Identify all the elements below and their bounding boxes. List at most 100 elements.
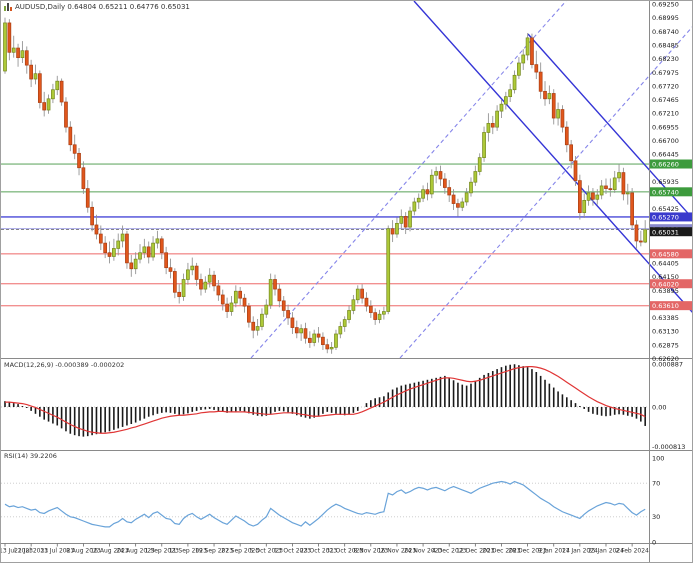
candle-bullish xyxy=(599,185,604,196)
price-axis-label: 0.66700 xyxy=(652,137,679,145)
date-label: 8 Nov 2023 xyxy=(354,548,389,555)
trendline-solid xyxy=(413,1,692,313)
price-level-badge xyxy=(650,249,692,259)
price-level-badge-text: 0.64580 xyxy=(652,250,679,258)
candle-bearish xyxy=(604,185,608,189)
macd-axis-label: 0.00 xyxy=(652,403,666,411)
date-label: 27 Sep 2023 xyxy=(221,548,259,555)
candle-bearish xyxy=(85,188,90,208)
candle-bearish xyxy=(290,317,295,328)
candle-bearish xyxy=(281,300,286,311)
candle-bullish xyxy=(351,299,356,311)
chart-title-bar: AUDUSD,Daily 0.64804 0.65211 0.64776 0.6… xyxy=(4,3,190,11)
candle-bullish xyxy=(617,172,621,179)
date-label: 11 Sep 2023 xyxy=(169,548,207,555)
rsi-axis-label: 70 xyxy=(652,480,660,488)
candle-bearish xyxy=(16,47,20,59)
candle-bearish xyxy=(373,312,378,320)
candle-bearish xyxy=(247,305,251,323)
macd-signal-line xyxy=(5,366,646,434)
price-axis-label: 0.64405 xyxy=(652,260,679,268)
candle-bearish xyxy=(403,216,408,228)
candle-bearish xyxy=(630,192,634,226)
candle-bullish xyxy=(186,269,190,280)
candle-bearish xyxy=(543,90,547,100)
date-label: 28 Dec 2023 xyxy=(508,548,547,555)
price-axis-label: 0.65425 xyxy=(652,205,679,213)
candle-bullish xyxy=(207,274,212,283)
date-label: 23 Oct 2023 xyxy=(300,548,337,555)
candle-bullish xyxy=(512,74,517,91)
price-level-badge-text: 0.66260 xyxy=(652,161,679,169)
candle-bearish xyxy=(220,294,225,305)
price-level-badge xyxy=(650,279,692,289)
candle-bullish xyxy=(46,98,51,111)
candle-bearish xyxy=(321,336,325,346)
date-label: 31 Oct 2023 xyxy=(326,548,363,555)
price-axis-label: 0.62875 xyxy=(652,341,679,349)
candle-bearish xyxy=(72,144,77,154)
candle-bullish xyxy=(643,229,648,243)
price-level-badge xyxy=(650,301,692,311)
candle-bullish xyxy=(625,192,630,195)
candle-bullish xyxy=(517,62,521,76)
candle-bullish xyxy=(582,200,587,214)
price-level-badge xyxy=(650,187,692,197)
candle-bearish xyxy=(125,233,129,264)
candle-bullish xyxy=(20,50,25,59)
current-price-badge-text: 0.65031 xyxy=(652,228,679,236)
candle-bearish xyxy=(443,178,447,188)
candle-bullish xyxy=(142,246,147,254)
candle-bearish xyxy=(591,192,595,200)
price-axis-label: 0.68230 xyxy=(652,55,679,63)
candle-bullish xyxy=(495,110,499,128)
candle-bullish xyxy=(521,54,526,64)
price-axis-label: 0.66955 xyxy=(652,123,679,131)
price-level-badge-text: 0.65270 xyxy=(652,214,679,222)
candle-bullish xyxy=(138,252,142,260)
date-label: 2 Feb 2024 xyxy=(615,548,649,555)
date-label: 1 Sep 2023 xyxy=(145,548,179,555)
candle-bearish xyxy=(172,271,177,293)
candle-bearish xyxy=(560,109,565,128)
candle-bearish xyxy=(107,252,112,257)
candle-bearish xyxy=(159,238,164,254)
candle-bullish xyxy=(55,80,60,91)
symbol-title: AUDUSD,Daily 0.64804 0.65211 0.64776 0.6… xyxy=(15,3,190,11)
candle-bearish xyxy=(7,22,12,53)
candle-bearish xyxy=(538,71,543,92)
price-axis-label: 0.67975 xyxy=(652,69,679,77)
candle-bearish xyxy=(368,305,373,313)
current-price-badge xyxy=(650,227,692,237)
candle-bearish xyxy=(490,123,495,128)
candle-bullish xyxy=(347,310,351,320)
candle-bullish xyxy=(503,96,508,105)
price-level-badge-text: 0.63610 xyxy=(652,302,679,310)
candle-bullish xyxy=(112,248,116,257)
candle-bearish xyxy=(225,303,229,312)
date-label: 9 Jan 2024 xyxy=(538,548,570,555)
candle-bullish xyxy=(264,304,269,315)
candle-bearish xyxy=(42,102,47,111)
candle-bullish xyxy=(486,123,491,133)
candle-bullish xyxy=(556,109,560,119)
candle-bullish xyxy=(508,89,513,98)
candle-bearish xyxy=(251,321,256,331)
date-label: 13 Oct 2023 xyxy=(274,548,311,555)
price-axis-label: 0.66445 xyxy=(652,151,679,159)
rsi-axis-label: 0 xyxy=(652,538,656,546)
date-label: 25 Jan 2024 xyxy=(588,548,624,555)
candle-bullish xyxy=(586,192,591,201)
candle-bearish xyxy=(534,64,539,73)
candle-bullish xyxy=(120,233,125,242)
candle-bullish xyxy=(312,333,317,343)
date-label: 24 Nov 2023 xyxy=(404,548,443,555)
candle-bullish xyxy=(33,73,38,80)
candle-bullish xyxy=(299,328,303,334)
price-level-badge-text: 0.64020 xyxy=(652,280,679,288)
candle-bullish xyxy=(399,216,404,224)
price-axis-label: 0.68740 xyxy=(652,28,679,36)
candle-bearish xyxy=(37,73,42,103)
candle-bullish xyxy=(3,22,7,72)
